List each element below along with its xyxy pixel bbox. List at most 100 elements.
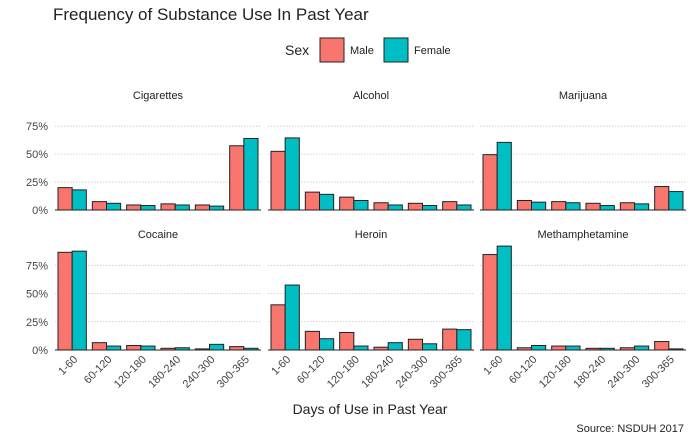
bar-alcohol-male-180-240 bbox=[373, 202, 389, 211]
bar-cocaine-male-300-365 bbox=[229, 346, 245, 351]
bar-alcohol-female-1-60 bbox=[284, 137, 300, 211]
facet-title-cigarettes: Cigarettes bbox=[133, 90, 184, 102]
bar-alcohol-male-60-120 bbox=[304, 191, 321, 211]
x-tick-label: 240-300 bbox=[606, 354, 643, 391]
bar-heroin-female-180-240 bbox=[387, 342, 403, 351]
bar-alcohol-female-180-240 bbox=[387, 204, 403, 211]
facet-title-heroin: Heroin bbox=[355, 229, 387, 241]
bar-cigarettes-male-300-365 bbox=[229, 145, 245, 211]
bar-heroin-male-60-120 bbox=[304, 330, 321, 351]
bar-alcohol-female-120-180 bbox=[353, 200, 369, 211]
bar-alcohol-male-120-180 bbox=[339, 196, 355, 211]
bar-cocaine-male-120-180 bbox=[126, 344, 142, 351]
bar-heroin-male-240-300 bbox=[407, 338, 424, 351]
bar-methamphetamine-female-1-60 bbox=[496, 245, 512, 351]
x-tick-label: 120-180 bbox=[112, 354, 149, 391]
y-tick-label: 50% bbox=[26, 149, 48, 161]
x-tick-label: 60-120 bbox=[295, 354, 328, 387]
bar-methamphetamine-female-240-300 bbox=[634, 345, 650, 351]
bar-marijuana-female-180-240 bbox=[599, 205, 615, 211]
x-tick-label: 300-365 bbox=[215, 354, 252, 391]
legend-label-female: Female bbox=[414, 45, 451, 57]
bar-cigarettes-male-1-60 bbox=[57, 187, 73, 211]
facet-title-alcohol: Alcohol bbox=[353, 90, 389, 102]
facet-panels: Cigarettes 0% 25% 50% 75% Alcohol Marijuana Coc… bbox=[26, 90, 686, 391]
bar-cocaine-female-1-60 bbox=[71, 250, 87, 351]
x-tick-label: 1-60 bbox=[56, 354, 80, 378]
facet-methamphetamine: Methamphetamine 1-60 60-120120-180180-2402… bbox=[480, 229, 686, 391]
bar-heroin-female-120-180 bbox=[353, 345, 369, 351]
source-caption: Source: NSDUH 2017 bbox=[576, 423, 684, 435]
bar-cigarettes-female-120-180 bbox=[140, 205, 156, 211]
bar-marijuana-female-300-365 bbox=[668, 191, 684, 211]
bar-alcohol-male-300-365 bbox=[442, 201, 458, 211]
bar-heroin-female-300-365 bbox=[456, 329, 472, 351]
bar-cocaine-female-60-120 bbox=[106, 345, 122, 351]
bar-heroin-male-1-60 bbox=[270, 304, 286, 351]
bar-marijuana-male-1-60 bbox=[482, 154, 498, 211]
x-tick-label: 1-60 bbox=[481, 354, 505, 378]
bar-marijuana-female-120-180 bbox=[565, 202, 581, 211]
legend-label-male: Male bbox=[350, 45, 374, 57]
bar-marijuana-male-240-300 bbox=[619, 202, 635, 211]
bar-methamphetamine-male-120-180 bbox=[551, 345, 567, 351]
bar-cigarettes-male-60-120 bbox=[91, 201, 108, 211]
bar-alcohol-female-300-365 bbox=[456, 204, 472, 211]
x-tick-label: 1-60 bbox=[269, 354, 293, 378]
bar-methamphetamine-male-300-365 bbox=[654, 341, 670, 351]
bar-heroin-male-120-180 bbox=[339, 331, 355, 351]
y-tick-label: 0% bbox=[32, 205, 48, 217]
x-axis-label: Days of Use in Past Year bbox=[293, 401, 448, 417]
chart-title: Frequency of Substance Use In Past Year bbox=[53, 5, 369, 24]
y-tick-label: 25% bbox=[26, 317, 48, 329]
bar-cocaine-female-120-180 bbox=[140, 345, 156, 351]
x-tick-label: 300-365 bbox=[640, 354, 677, 391]
bar-cocaine-male-1-60 bbox=[57, 251, 73, 351]
bar-cigarettes-female-1-60 bbox=[71, 189, 87, 211]
legend: Sex Male Female bbox=[285, 37, 451, 63]
legend-swatch-female bbox=[383, 37, 409, 63]
facet-heroin: Heroin 1-60 60-120120-180180-240240-300300… bbox=[268, 229, 474, 391]
facet-alcohol: Alcohol bbox=[268, 90, 474, 211]
bar-alcohol-female-60-120 bbox=[319, 193, 335, 211]
bar-heroin-male-300-365 bbox=[442, 328, 458, 351]
y-tick-label: 25% bbox=[26, 177, 48, 189]
x-tick-label: 180-240 bbox=[146, 354, 183, 391]
bar-heroin-female-240-300 bbox=[422, 343, 438, 351]
bar-alcohol-female-240-300 bbox=[422, 205, 438, 211]
x-tick-label: 180-240 bbox=[571, 354, 608, 391]
bar-cigarettes-male-240-300 bbox=[194, 204, 210, 211]
x-tick-label: 240-300 bbox=[394, 354, 431, 391]
bar-marijuana-male-120-180 bbox=[551, 201, 567, 211]
bar-marijuana-female-240-300 bbox=[634, 203, 650, 211]
legend-title: Sex bbox=[285, 42, 309, 58]
bar-cigarettes-female-300-365 bbox=[243, 137, 259, 211]
bar-marijuana-male-60-120 bbox=[516, 200, 532, 211]
facet-title-marijuana: Marijuana bbox=[559, 90, 608, 102]
y-tick-label: 50% bbox=[26, 289, 48, 301]
bar-marijuana-female-1-60 bbox=[496, 141, 512, 211]
y-tick-label: 75% bbox=[26, 260, 48, 272]
bar-cigarettes-female-180-240 bbox=[174, 204, 190, 211]
bar-cigarettes-female-60-120 bbox=[106, 202, 122, 211]
facet-title-methamphetamine: Methamphetamine bbox=[537, 229, 628, 241]
x-tick-label: 120-180 bbox=[537, 354, 574, 391]
bar-cigarettes-male-120-180 bbox=[126, 204, 142, 211]
bar-methamphetamine-female-120-180 bbox=[565, 345, 581, 351]
x-tick-label: 120-180 bbox=[325, 354, 362, 391]
bar-methamphetamine-female-60-120 bbox=[531, 344, 547, 351]
x-tick-label: 180-240 bbox=[359, 354, 396, 391]
x-tick-label: 60-120 bbox=[507, 354, 540, 387]
bar-alcohol-male-240-300 bbox=[407, 202, 424, 211]
legend-swatch-male bbox=[319, 37, 345, 63]
bar-marijuana-male-180-240 bbox=[585, 202, 601, 211]
bar-cigarettes-male-180-240 bbox=[160, 203, 176, 211]
bar-methamphetamine-male-1-60 bbox=[482, 254, 498, 351]
y-tick-label: 0% bbox=[32, 345, 48, 357]
x-tick-label: 300-365 bbox=[428, 354, 465, 391]
bar-cocaine-female-240-300 bbox=[209, 343, 225, 351]
bar-cigarettes-female-240-300 bbox=[209, 205, 225, 211]
bar-marijuana-male-300-365 bbox=[654, 186, 670, 211]
bar-marijuana-female-60-120 bbox=[531, 201, 547, 211]
facet-marijuana: Marijuana bbox=[480, 90, 686, 211]
